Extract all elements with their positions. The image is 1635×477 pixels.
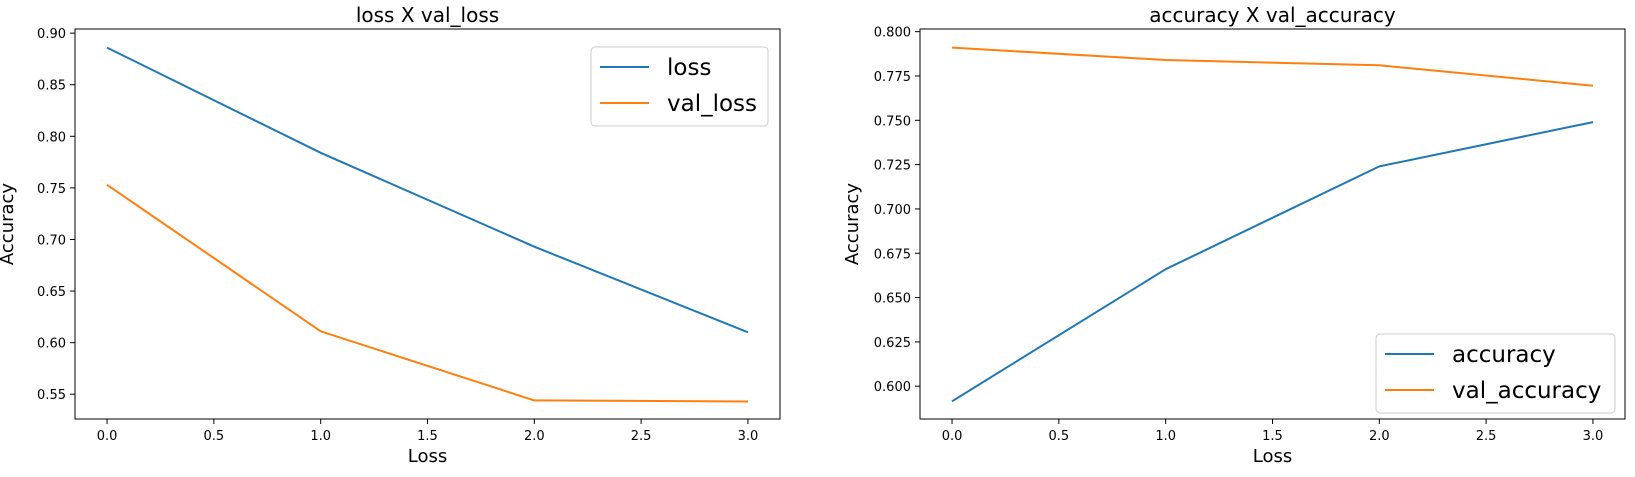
- y-axis-label: Accuracy: [842, 183, 863, 266]
- y-tick-label: 0.775: [874, 70, 911, 85]
- x-tick-label: 1.0: [1155, 429, 1176, 444]
- y-tick-label: 0.75: [37, 182, 66, 197]
- x-tick-label: 1.5: [417, 429, 438, 444]
- y-tick-label: 0.70: [37, 233, 66, 248]
- series-line-loss: [106, 46, 749, 334]
- x-axis-label: Loss: [1253, 446, 1292, 467]
- legend-label-accuracy: accuracy: [1452, 342, 1556, 368]
- x-tick-label: 3.0: [1583, 429, 1604, 444]
- y-tick-label: 0.80: [37, 130, 66, 145]
- legend-label-val_accuracy: val_accuracy: [1452, 378, 1601, 404]
- x-axis-label: Loss: [408, 446, 447, 467]
- x-tick-label: 2.0: [1369, 429, 1390, 444]
- legend-box: [1375, 333, 1616, 414]
- chart-title: accuracy X val_accuracy: [1149, 3, 1396, 27]
- y-tick-label: 0.85: [37, 79, 66, 94]
- chart-title: loss X val_loss: [356, 3, 499, 27]
- y-tick-label: 0.625: [874, 336, 911, 351]
- y-tick-label: 0.600: [874, 380, 911, 395]
- x-tick-label: 0.5: [204, 429, 225, 444]
- x-tick-label: 2.0: [524, 429, 545, 444]
- y-tick-label: 0.700: [874, 203, 911, 218]
- x-tick-label: 1.5: [1262, 429, 1283, 444]
- y-tick-label: 0.90: [37, 27, 66, 42]
- y-tick-label: 0.800: [874, 26, 911, 41]
- x-tick-label: 2.5: [1476, 429, 1497, 444]
- y-tick-label: 0.60: [37, 337, 66, 352]
- y-tick-label: 0.725: [874, 159, 911, 174]
- chart-accuracy: 0.0 0.5 1.0 1.5 2.0 2.5 3.0 0.600 0.625 0.650 0.67…: [842, 3, 1626, 467]
- legend-label-val_loss: val_loss: [667, 91, 757, 117]
- y-tick-label: 0.675: [874, 247, 911, 262]
- series-line-val_loss: [106, 183, 749, 403]
- x-tick-label: 0.0: [97, 429, 118, 444]
- y-tick-label: 0.750: [874, 114, 911, 129]
- y-tick-label: 0.55: [37, 388, 66, 403]
- x-tick-label: 0.0: [942, 429, 963, 444]
- x-tick-label: 1.0: [310, 429, 331, 444]
- legend-label-loss: loss: [667, 55, 711, 81]
- y-axis-label: Accuracy: [0, 183, 18, 266]
- y-tick-label: 0.65: [37, 285, 66, 300]
- x-tick-label: 3.0: [738, 429, 759, 444]
- x-tick-label: 2.5: [631, 429, 652, 444]
- chart-loss: 0.0 0.5 1.0 1.5 2.0 2.5 3.0 0.55 0.60 0.65 0.70 0.7…: [0, 3, 781, 467]
- x-tick-label: 0.5: [1049, 429, 1070, 444]
- series-line-val_accuracy: [951, 46, 1594, 87]
- y-tick-label: 0.650: [874, 292, 911, 307]
- series-line-accuracy: [951, 121, 1594, 403]
